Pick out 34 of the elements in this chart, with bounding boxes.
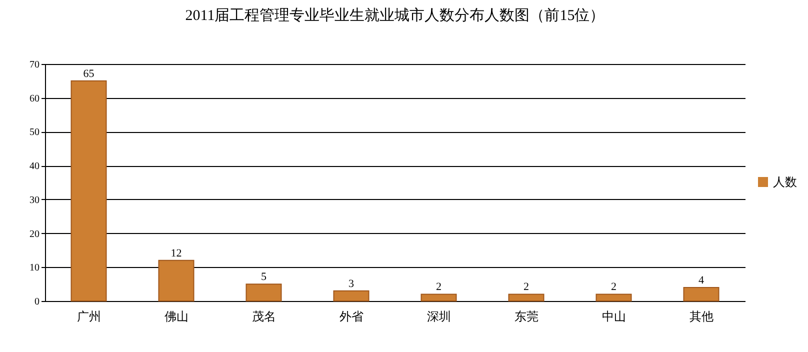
data-label: 2 [611,281,616,294]
data-label: 12 [170,247,182,260]
data-label: 5 [261,271,267,284]
x-tick-label: 佛山 [164,310,188,324]
y-tick-label: 20 [30,228,40,240]
bar [420,294,457,302]
bar [158,260,194,302]
x-tick-label: 东莞 [514,310,538,324]
x-tick-label: 其他 [689,310,714,324]
bar [683,286,720,302]
x-tick-label: 深圳 [426,310,451,324]
y-tick-label: 70 [30,60,40,70]
bar [596,294,632,302]
bar [508,294,544,302]
y-tick-label: 30 [30,194,40,206]
x-tick-label: 外省 [339,310,364,324]
y-tick-label: 60 [30,93,40,104]
x-tick-label: 广州 [76,310,101,324]
data-label: 65 [83,68,95,80]
x-tick-label: 中山 [602,310,626,324]
data-label: 2 [436,281,442,294]
bar [246,284,282,302]
y-tick-label: 40 [30,161,40,172]
chart-title: 2011届工程管理专业毕业生就业城市人数分布人数图（前15位） [185,7,605,24]
bar [333,290,370,302]
data-label: 2 [524,281,529,294]
y-tick-label: 50 [30,127,40,138]
y-tick-label: 10 [30,262,40,274]
y-tick-label: 0 [34,296,40,308]
bar [70,80,107,302]
x-tick-label: 茂名 [252,310,276,324]
data-label: 4 [698,274,704,286]
data-label: 3 [348,278,354,290]
legend-label: 人数 [773,175,797,189]
